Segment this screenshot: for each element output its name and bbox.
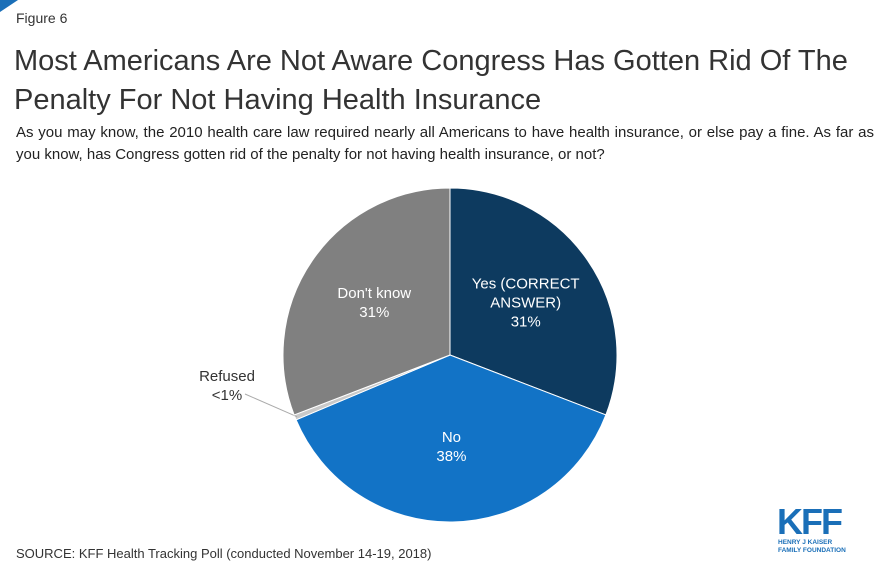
chart-subtitle: As you may know, the 2010 health care la…	[16, 124, 874, 163]
slice-label: Yes (CORRECT ANSWER) 31%	[461, 275, 591, 332]
value-label: 31%	[359, 304, 390, 321]
value-label: <1%	[211, 387, 243, 404]
category-label: Don't know	[337, 285, 412, 302]
slice-label: No 38%	[386, 428, 516, 466]
value-label: 38%	[436, 447, 467, 465]
pie-slice	[282, 187, 451, 416]
pie-slice	[449, 187, 618, 416]
slice-label: Refused <1%	[187, 367, 267, 405]
logo: KFF	[777, 501, 843, 542]
category-label: Yes (CORRECT ANSWER)	[471, 275, 580, 312]
category-label: Refused	[199, 368, 255, 385]
chart-title: Most Americans Are Not Aware Congress Ha…	[14, 45, 848, 116]
leader-line	[244, 393, 298, 418]
figure-label: Figure 6	[16, 10, 68, 26]
logo-subtext-line: HENRY J KAISER	[778, 539, 833, 546]
category-label: No	[441, 428, 462, 446]
logo-subtext-line: FAMILY FOUNDATION	[778, 547, 846, 554]
value-label: 31%	[510, 313, 541, 331]
pie-slice	[295, 354, 607, 523]
source: SOURCE: KFF Health Tracking Poll (conduc…	[16, 546, 432, 561]
corner-accent	[0, 0, 18, 12]
slice-label: Don't know 31%	[309, 284, 439, 322]
logo-subtext: HENRY J KAISER FAMILY FOUNDATION	[778, 539, 846, 555]
